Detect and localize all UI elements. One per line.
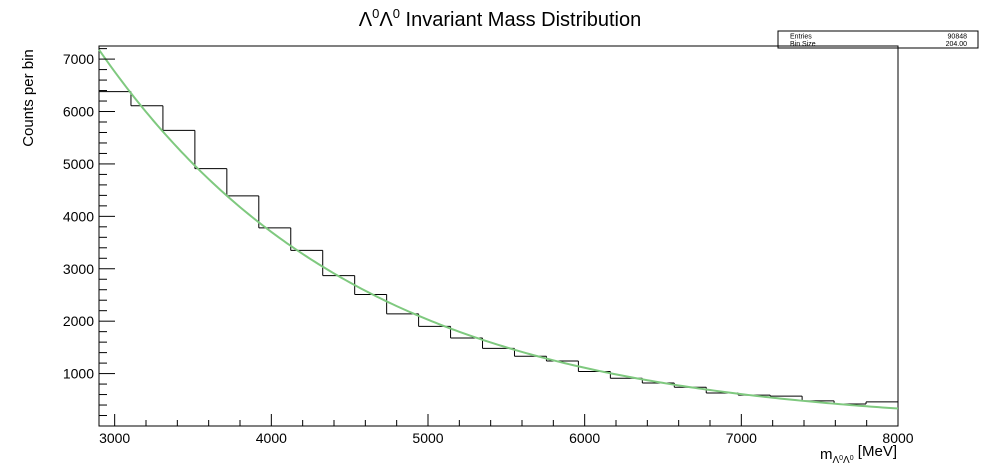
fit-curve	[98, 49, 899, 410]
y-tick-label: 3000	[63, 261, 94, 277]
y-tick-label: 2000	[63, 313, 94, 329]
stats-binsize-value: 204.00	[946, 41, 968, 48]
y-tick-label: 6000	[63, 104, 94, 120]
y-tick-label: 7000	[63, 51, 94, 67]
y-tick-label: 4000	[63, 208, 94, 224]
x-tick-label: 5000	[412, 430, 443, 446]
y-axis-label: Counts per bin	[20, 49, 37, 147]
x-tick-label: 3000	[99, 430, 130, 446]
stats-box: Entries 90848 Bin Size 204.00	[777, 30, 979, 49]
y-axis-ticks: 1000 2000 3000 4000 5000 6000 7000	[63, 48, 115, 417]
stats-entries-value: 90848	[948, 34, 968, 41]
stats-binsize-label: Bin Size	[790, 41, 816, 48]
y-tick-label: 1000	[63, 366, 94, 382]
x-axis-label: mΛ0Λ0 [MeV]	[820, 443, 897, 466]
x-tick-label: 6000	[569, 430, 600, 446]
x-tick-label: 8000	[882, 430, 913, 446]
x-axis-ticks: 3000 4000 5000 6000 7000 8000	[99, 414, 914, 446]
x-tick-label: 7000	[726, 430, 757, 446]
plot-frame	[98, 45, 899, 427]
x-tick-label: 4000	[256, 430, 287, 446]
y-tick-label: 5000	[63, 156, 94, 172]
stats-entries-label: Entries	[790, 34, 812, 41]
chart-title: Λ0Λ0 Invariant Mass Distribution	[359, 6, 641, 31]
